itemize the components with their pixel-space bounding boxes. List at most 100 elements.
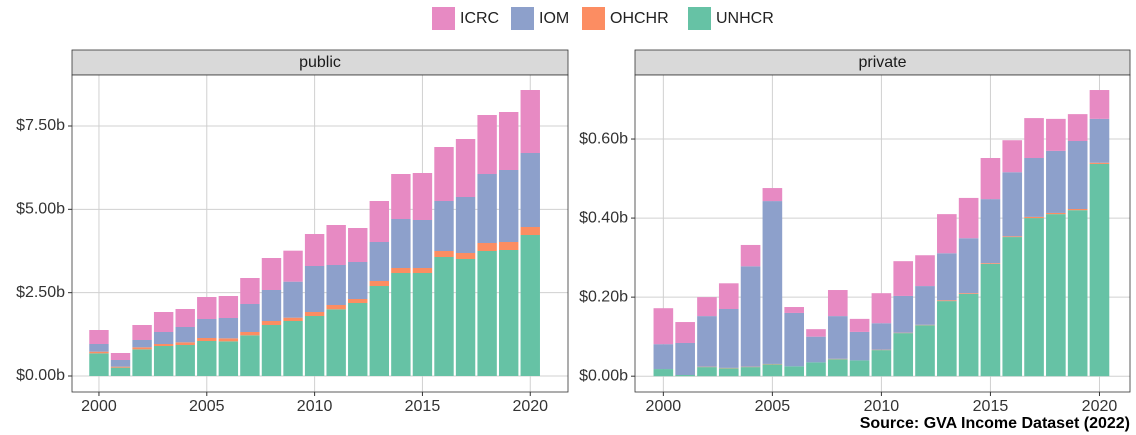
bar-segment <box>806 362 826 377</box>
bar-segment <box>153 346 174 376</box>
bar-segment <box>132 347 152 350</box>
bar-segment <box>675 375 695 377</box>
legend-label: UNHCR <box>716 10 774 27</box>
bar-segment <box>937 301 957 377</box>
bar-segment <box>434 251 454 257</box>
bar-segment <box>89 351 109 354</box>
bar-segment <box>153 344 174 346</box>
bar-segment <box>958 293 979 294</box>
bar-segment <box>455 253 476 259</box>
bar-segment <box>697 297 717 317</box>
bar-segment <box>915 255 935 287</box>
bar-segment <box>197 319 217 338</box>
bar-segment <box>871 323 892 350</box>
y-tick-label: $0.00b <box>579 367 628 384</box>
bar-segment <box>175 345 195 376</box>
bar-segment <box>218 296 239 318</box>
bar-segment <box>110 366 131 368</box>
bar-segment <box>197 297 217 319</box>
bar-segment <box>958 197 979 239</box>
bar-segment <box>1046 212 1066 215</box>
bar-segment <box>980 199 1001 264</box>
bar-segment <box>369 242 390 281</box>
bar-segment <box>304 234 325 266</box>
bar-segment <box>348 299 368 303</box>
bar-segment <box>980 263 1001 377</box>
bar-segment <box>434 201 454 251</box>
x-tick-label: 2015 <box>973 398 1009 415</box>
bar-segment <box>477 115 497 174</box>
bar-segment <box>1067 210 1088 377</box>
bar-segment <box>326 265 346 305</box>
bar-segment <box>89 344 109 352</box>
bar-segment <box>697 316 717 367</box>
y-tick-label: $7.50b <box>16 117 65 134</box>
x-tick-label: 2020 <box>512 398 548 415</box>
bar-segment <box>1067 141 1088 209</box>
bar-segment <box>849 331 870 361</box>
bar-segment <box>412 220 433 268</box>
bar-segment <box>261 258 282 290</box>
bar-segment <box>1067 114 1088 142</box>
bar-segment <box>348 228 368 262</box>
bar-segment <box>326 225 346 265</box>
bar-segment <box>784 307 804 313</box>
y-tick-label: $0.00b <box>16 367 65 384</box>
bar-segment <box>915 286 935 325</box>
bar-segment <box>827 359 848 377</box>
bar-segment <box>1002 172 1023 237</box>
bar-segment <box>871 350 892 377</box>
bar-segment <box>477 243 497 251</box>
bar-segment <box>498 112 519 170</box>
bar-segment <box>132 325 152 340</box>
bar-segment <box>1046 150 1066 213</box>
bar-segment <box>1024 216 1044 219</box>
bar-segment <box>369 281 390 286</box>
bar-segment <box>218 338 239 342</box>
bar-segment <box>740 367 761 377</box>
bar-segment <box>477 174 497 243</box>
strip <box>71 49 569 76</box>
bar-segment <box>110 367 131 376</box>
bar-segment <box>653 308 674 345</box>
bar-segment <box>110 360 131 367</box>
bar-segment <box>261 325 282 376</box>
legend-key <box>511 7 534 30</box>
bar-segment <box>520 235 540 376</box>
bar-segment <box>675 342 695 376</box>
panel-title: private <box>858 54 906 71</box>
bar-segment <box>1089 163 1110 377</box>
bar-segment <box>283 250 303 282</box>
bar-segment <box>153 332 174 344</box>
bar-segment <box>304 316 325 376</box>
bar-segment <box>520 90 540 153</box>
bar-segment <box>391 273 411 376</box>
bar-segment <box>326 305 346 310</box>
bar-segment <box>283 281 303 318</box>
bar-segment <box>455 259 476 376</box>
bar-segment <box>806 329 826 337</box>
bar-segment <box>391 268 411 273</box>
bar-segment <box>218 341 239 376</box>
bar-segment <box>434 257 454 376</box>
x-tick-label: 2010 <box>864 398 900 415</box>
bar-segment <box>283 317 303 321</box>
legend-label: OHCHR <box>610 10 669 27</box>
bar-segment <box>391 174 411 219</box>
bar-segment <box>1024 118 1044 159</box>
bar-segment <box>197 338 217 341</box>
bar-segment <box>175 342 195 345</box>
bar-segment <box>718 368 739 377</box>
bar-segment <box>1089 118 1110 163</box>
bar-segment <box>304 312 325 316</box>
bar-segment <box>520 227 540 235</box>
legend-key <box>582 7 605 30</box>
panel-title: public <box>299 54 341 71</box>
bar-segment <box>980 263 1001 264</box>
panel-border <box>634 74 1131 393</box>
bar-segment <box>240 278 260 304</box>
bar-segment <box>893 261 914 296</box>
bar-segment <box>980 158 1001 200</box>
bar-segment <box>326 309 346 376</box>
x-tick-label: 2005 <box>755 398 791 415</box>
